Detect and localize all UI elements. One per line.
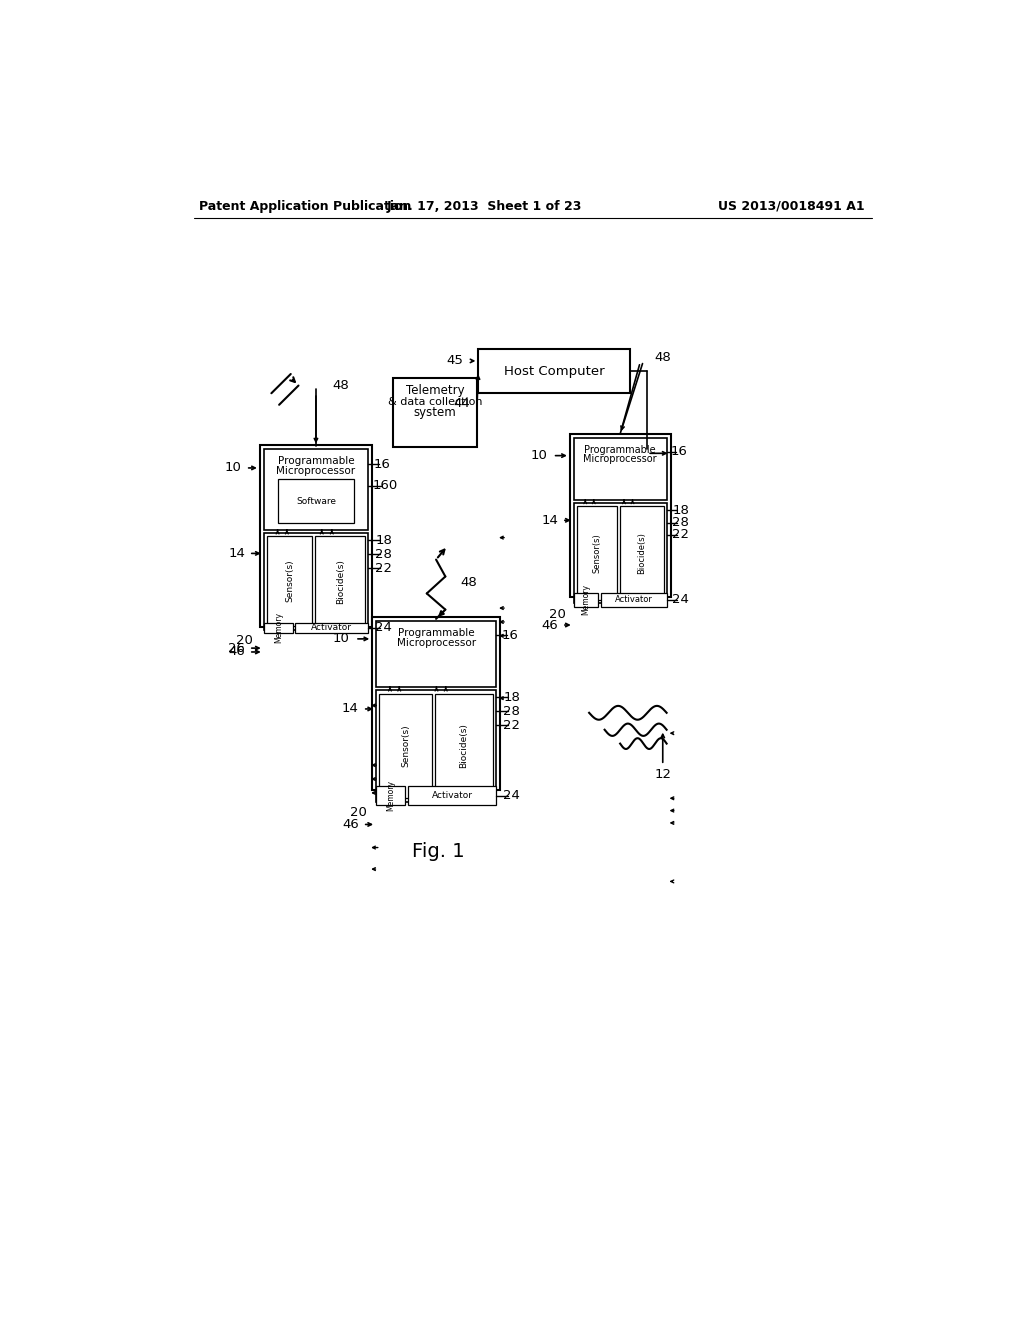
Bar — [260, 445, 372, 627]
Text: Microprocessor: Microprocessor — [584, 454, 657, 465]
Bar — [577, 507, 616, 599]
Text: Sensor(s): Sensor(s) — [401, 725, 410, 767]
Text: 10: 10 — [530, 449, 547, 462]
Text: 22: 22 — [375, 561, 392, 574]
Text: 48: 48 — [654, 351, 671, 363]
Text: 48: 48 — [333, 379, 349, 392]
Bar — [393, 378, 477, 447]
Text: 10: 10 — [224, 462, 241, 474]
Text: 20: 20 — [549, 607, 566, 620]
Bar — [601, 594, 667, 607]
Text: 10: 10 — [333, 632, 349, 645]
Text: Sensor(s): Sensor(s) — [285, 560, 294, 602]
Bar — [379, 693, 432, 799]
Text: Biocide(s): Biocide(s) — [460, 723, 469, 768]
Text: system: system — [414, 407, 457, 418]
Text: Memory: Memory — [386, 780, 395, 810]
Text: Microprocessor: Microprocessor — [276, 466, 355, 477]
Text: 16: 16 — [502, 628, 518, 642]
Text: 18: 18 — [672, 504, 689, 517]
Text: 28: 28 — [376, 548, 392, 561]
Text: Telemetry: Telemetry — [406, 384, 464, 397]
Text: 14: 14 — [342, 702, 358, 715]
Bar — [573, 503, 667, 603]
Text: 24: 24 — [376, 622, 392, 634]
Bar — [478, 350, 630, 393]
Text: 28: 28 — [672, 516, 689, 529]
Text: 46: 46 — [542, 619, 558, 631]
Text: 46: 46 — [228, 645, 245, 659]
Text: Patent Application Publication: Patent Application Publication — [200, 199, 412, 213]
Text: 24: 24 — [503, 789, 520, 803]
Text: 20: 20 — [350, 807, 367, 820]
Text: Programmable: Programmable — [397, 628, 474, 639]
Text: 18: 18 — [376, 533, 392, 546]
Text: 18: 18 — [503, 690, 520, 704]
Text: 28: 28 — [503, 705, 520, 718]
Text: Activator: Activator — [614, 595, 652, 605]
Text: Biocide(s): Biocide(s) — [336, 558, 345, 603]
Text: Activator: Activator — [311, 623, 352, 632]
Bar — [376, 690, 496, 803]
Text: 22: 22 — [672, 528, 689, 541]
Text: US 2013/0018491 A1: US 2013/0018491 A1 — [718, 199, 864, 213]
Bar — [435, 693, 493, 799]
Bar — [620, 507, 664, 599]
Bar — [376, 622, 496, 686]
Bar — [295, 623, 369, 632]
Text: & data collection: & data collection — [388, 397, 482, 407]
Text: 20: 20 — [236, 634, 253, 647]
Bar — [266, 536, 312, 626]
Text: Software: Software — [296, 496, 336, 506]
Text: 48: 48 — [460, 576, 477, 589]
Text: 14: 14 — [541, 513, 558, 527]
Bar — [573, 594, 598, 607]
Text: 22: 22 — [503, 718, 520, 731]
Bar — [569, 434, 671, 598]
Text: 16: 16 — [671, 445, 687, 458]
Bar — [263, 623, 293, 632]
Bar — [315, 536, 366, 626]
Text: Jan. 17, 2013  Sheet 1 of 23: Jan. 17, 2013 Sheet 1 of 23 — [387, 199, 583, 213]
Text: Programmable: Programmable — [278, 455, 354, 466]
Text: Fig. 1: Fig. 1 — [412, 842, 464, 861]
Text: Memory: Memory — [273, 612, 283, 643]
Bar — [573, 438, 667, 499]
Text: Programmable: Programmable — [585, 445, 656, 455]
Text: 16: 16 — [374, 458, 390, 471]
Bar — [372, 618, 500, 789]
Bar — [408, 785, 496, 805]
Bar — [263, 533, 369, 630]
Text: Microprocessor: Microprocessor — [396, 639, 475, 648]
Bar — [278, 479, 354, 524]
Text: Memory: Memory — [582, 585, 591, 615]
Text: 12: 12 — [654, 768, 672, 781]
Text: 45: 45 — [446, 354, 464, 367]
Text: Sensor(s): Sensor(s) — [592, 533, 601, 573]
Text: 46: 46 — [342, 818, 358, 832]
Text: 44: 44 — [453, 397, 470, 409]
Text: Host Computer: Host Computer — [504, 364, 604, 378]
Bar — [263, 449, 369, 529]
Text: 160: 160 — [373, 479, 398, 492]
Bar — [376, 785, 406, 805]
Text: Activator: Activator — [431, 791, 472, 800]
Text: Biocide(s): Biocide(s) — [637, 532, 646, 574]
Text: 14: 14 — [228, 546, 245, 560]
Text: 24: 24 — [672, 594, 689, 606]
Text: 26: 26 — [228, 642, 245, 655]
